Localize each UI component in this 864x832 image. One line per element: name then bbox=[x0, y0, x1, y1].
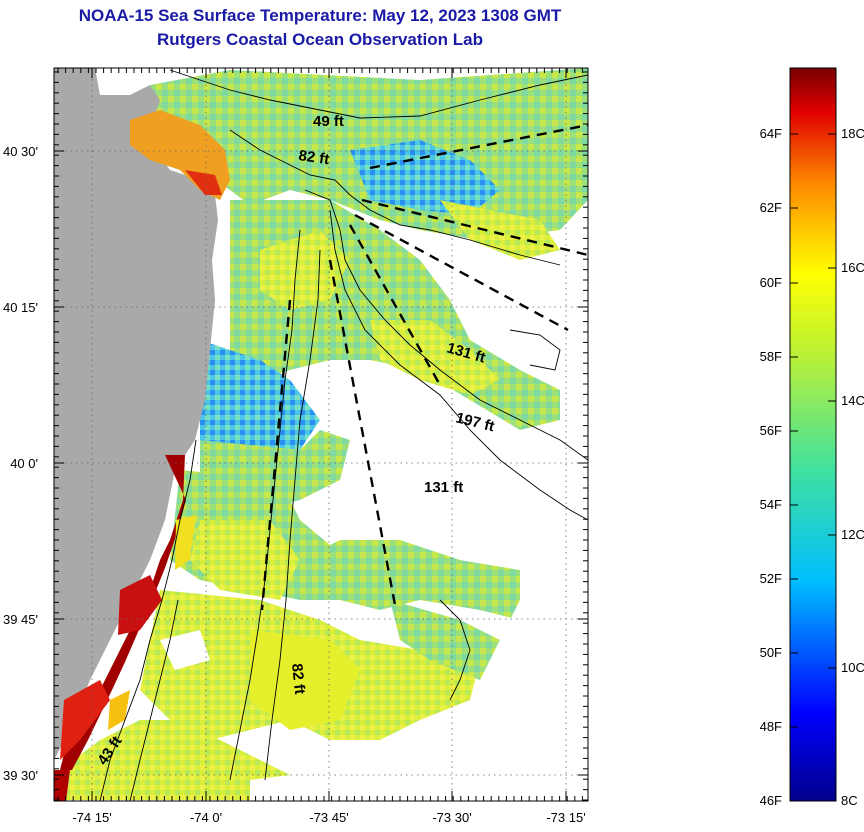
colorbar: 64F 62F 60F 58F 56F 54F 52F 50F 48F 46F … bbox=[760, 67, 864, 808]
lon-tick-label: -74 0' bbox=[190, 810, 222, 825]
map-title: NOAA-15 Sea Surface Temperature: May 12,… bbox=[78, 6, 562, 25]
plot-frame bbox=[53, 67, 589, 802]
contour-82-north-label: 82 ft bbox=[297, 147, 330, 168]
contour-49-label: 49 ft bbox=[313, 113, 344, 130]
cb-f-label: 52F bbox=[760, 571, 782, 586]
lat-tick-label: 40 30' bbox=[3, 144, 38, 159]
cb-c-label: 16C bbox=[841, 260, 864, 275]
colorbar-celsius-labels: 18C 16C 14C 12C 10C 8C bbox=[841, 126, 864, 808]
cb-c-label: 8C bbox=[841, 793, 858, 808]
colorbar-ticks bbox=[790, 133, 836, 728]
cb-f-label: 54F bbox=[760, 497, 782, 512]
colorbar-gradient bbox=[789, 67, 837, 802]
minor-ticks bbox=[54, 68, 588, 801]
cb-f-label: 58F bbox=[760, 349, 782, 364]
cb-c-label: 12C bbox=[841, 527, 864, 542]
lon-tick-label: -73 15' bbox=[546, 810, 585, 825]
lon-tick-label: -73 30' bbox=[432, 810, 471, 825]
lon-tick-label: -73 45' bbox=[309, 810, 348, 825]
cb-c-label: 18C bbox=[841, 126, 864, 141]
lat-tick-labels: 40 30' 40 15' 40 0' 39 45' 39 30' bbox=[3, 144, 38, 783]
land-mask bbox=[54, 68, 218, 760]
lat-tick-label: 40 15' bbox=[3, 300, 38, 315]
cb-f-label: 48F bbox=[760, 719, 782, 734]
cb-c-label: 10C bbox=[841, 660, 864, 675]
lon-tick-labels: -74 15' -74 0' -73 45' -73 30' -73 15' bbox=[72, 810, 585, 825]
lat-tick-label: 40 0' bbox=[10, 456, 38, 471]
cb-f-label: 50F bbox=[760, 645, 782, 660]
cb-f-label: 64F bbox=[760, 126, 782, 141]
cb-f-label: 60F bbox=[760, 275, 782, 290]
contour-82-south-label: 82 ft bbox=[288, 663, 308, 695]
isobath-contours bbox=[99, 69, 588, 801]
lat-tick-label: 39 45' bbox=[3, 612, 38, 627]
lon-tick-label: -74 15' bbox=[72, 810, 111, 825]
graticule bbox=[54, 68, 588, 801]
cb-c-label: 14C bbox=[841, 393, 864, 408]
cb-f-label: 46F bbox=[760, 793, 782, 808]
cb-f-label: 56F bbox=[760, 423, 782, 438]
contour-131-lower-label: 131 ft bbox=[424, 479, 463, 496]
warm-coastal-band bbox=[54, 110, 230, 801]
lat-tick-label: 39 30' bbox=[3, 768, 38, 783]
shipping-lanes bbox=[260, 123, 588, 611]
cb-f-label: 62F bbox=[760, 200, 782, 215]
map-subtitle: Rutgers Coastal Ocean Observation Lab bbox=[157, 30, 483, 49]
colorbar-fahrenheit-labels: 64F 62F 60F 58F 56F 54F 52F 50F 48F 46F bbox=[760, 126, 782, 808]
